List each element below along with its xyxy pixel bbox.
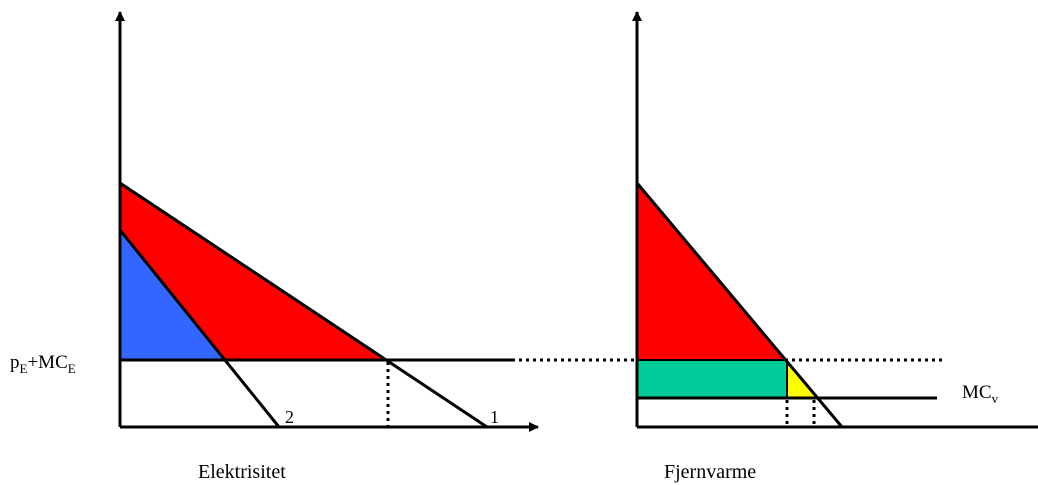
price-label-electricity: pE+MCE bbox=[10, 352, 76, 376]
district-heating-panel: MCv Fjernvarme bbox=[632, 11, 1038, 483]
demand-curve-1 bbox=[119, 181, 488, 429]
curve-label-2: 2 bbox=[285, 407, 294, 427]
caption-elektrisitet: Elektrisitet bbox=[198, 461, 286, 483]
demand-curve-2 bbox=[118, 229, 281, 428]
electricity-panel: pE+MCE 2 1 Elektrisitet bbox=[10, 11, 539, 483]
demand-curve-heating bbox=[635, 182, 844, 428]
mc-v-label: MCv bbox=[962, 382, 999, 406]
caption-fjernvarme: Fjernvarme bbox=[664, 461, 756, 483]
green-area bbox=[637, 361, 787, 397]
curve-label-1: 1 bbox=[490, 407, 499, 427]
